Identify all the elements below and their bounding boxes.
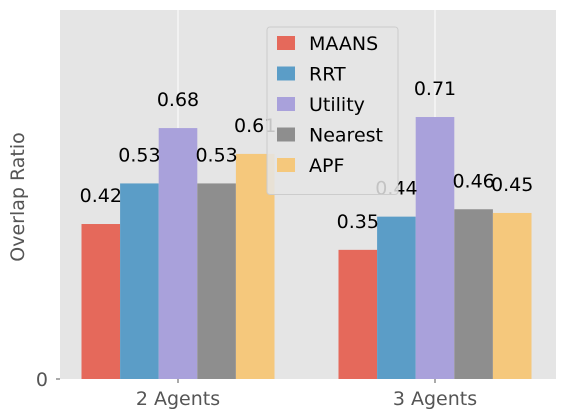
- y-axis-ticks: 0: [36, 369, 60, 391]
- data-label-utility-1: 0.68: [157, 89, 199, 111]
- x-tick-label-1: 3 Agents: [393, 388, 477, 410]
- bar-utility-1: [158, 128, 198, 379]
- data-label-rrt-1: 0.53: [118, 144, 160, 166]
- legend-swatch-utility: [277, 97, 295, 111]
- y-tick-label-0: 0: [36, 369, 48, 391]
- legend-swatch-rrt: [277, 66, 295, 81]
- data-label-apf-2: 0.45: [491, 174, 533, 196]
- bar-nearest-2: [454, 209, 493, 379]
- data-label-nearest-1: 0.53: [195, 144, 237, 166]
- data-label-maans-2: 0.35: [337, 211, 379, 233]
- legend-box: [266, 26, 399, 195]
- legend-swatch-nearest: [277, 127, 295, 142]
- legend-swatch-maans: [277, 36, 295, 50]
- data-label-maans-1: 0.42: [80, 185, 122, 207]
- data-label-nearest-2: 0.46: [452, 170, 494, 192]
- legend-label-maans: MAANS: [309, 33, 378, 55]
- bar-maans-1: [81, 224, 121, 379]
- legend-label-apf: APF: [309, 155, 344, 177]
- x-tick-label-0: 2 Agents: [136, 388, 220, 410]
- legend: MAANS RRT Utility Nearest APF: [266, 26, 399, 195]
- legend-label-rrt: RRT: [309, 64, 346, 86]
- data-label-utility-2: 0.71: [414, 78, 456, 100]
- bar-apf-2: [492, 212, 532, 379]
- bar-utility-2: [415, 117, 455, 379]
- legend-label-nearest: Nearest: [309, 125, 383, 147]
- data-label-apf-1: 0.61: [234, 115, 276, 137]
- bars: [81, 117, 532, 379]
- legend-label-utility: Utility: [309, 94, 365, 116]
- bar-maans-2: [338, 249, 378, 379]
- bar-rrt-2: [377, 216, 416, 379]
- bar-rrt-1: [120, 183, 159, 379]
- bar-nearest-1: [197, 183, 236, 379]
- x-axis-ticks: 2 Agents 3 Agents: [136, 379, 477, 410]
- legend-swatch-apf: [277, 158, 295, 172]
- y-axis-title: Overlap Ratio: [7, 132, 29, 262]
- data-labels: 0.420.530.680.530.610.350.440.710.460.45: [80, 78, 534, 233]
